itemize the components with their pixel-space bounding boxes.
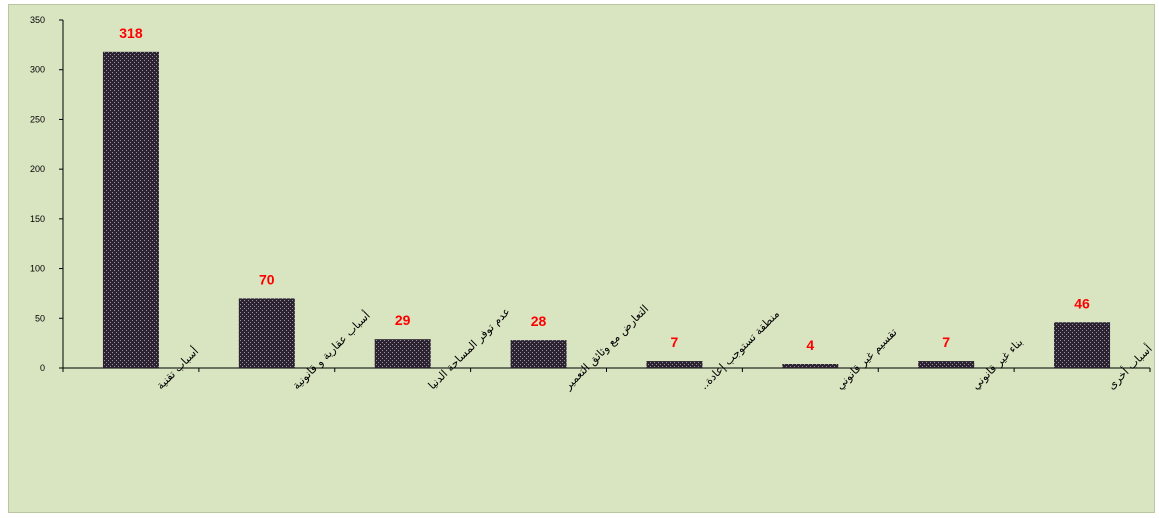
category-label: تقسيم غير قانوني [833, 326, 899, 392]
bars [102, 51, 1111, 369]
bar [510, 340, 567, 368]
data-label: 7 [942, 334, 950, 350]
category-label: أسباب عقارية و قانونية [289, 308, 373, 392]
data-label: 28 [531, 313, 547, 329]
y-tick-label: 100 [30, 264, 45, 274]
category-label: التعارض مع وثائق التعمير [561, 302, 652, 393]
data-label: 70 [259, 271, 275, 287]
bar [1054, 322, 1111, 368]
y-tick-label: 50 [35, 313, 45, 323]
bar [374, 339, 431, 368]
data-label: 29 [395, 312, 411, 328]
category-label: عدم توفر المساحة الدنيا [426, 305, 513, 392]
data-label: 46 [1074, 295, 1090, 311]
category-label: منطقة تستوجب إعادة.. [697, 307, 782, 392]
data-label: 7 [671, 334, 679, 350]
data-label: 318 [119, 25, 143, 41]
data-label: 4 [806, 337, 814, 353]
y-tick-label: 350 [30, 15, 45, 25]
y-axis: 0 50 100 150 200 250 300 350 [30, 15, 64, 373]
y-tick-label: 0 [40, 363, 45, 373]
chart-area [8, 4, 1155, 513]
category-label: بناء غير قانوني [969, 336, 1025, 392]
bar [782, 364, 839, 368]
bar [646, 361, 703, 368]
y-tick-label: 200 [30, 164, 45, 174]
y-tick-label: 300 [30, 65, 45, 75]
bar [102, 51, 159, 369]
bar [918, 361, 975, 368]
data-labels: 318 70 29 28 7 4 7 46 [119, 25, 1090, 353]
category-labels: أسباب تقنية أسباب عقارية و قانونية عدم توف… [153, 302, 1155, 393]
category-label: أسباب أخرى [1104, 342, 1154, 392]
y-tick-label: 150 [30, 214, 45, 224]
bar [238, 298, 295, 368]
y-tick-label: 250 [30, 114, 45, 124]
